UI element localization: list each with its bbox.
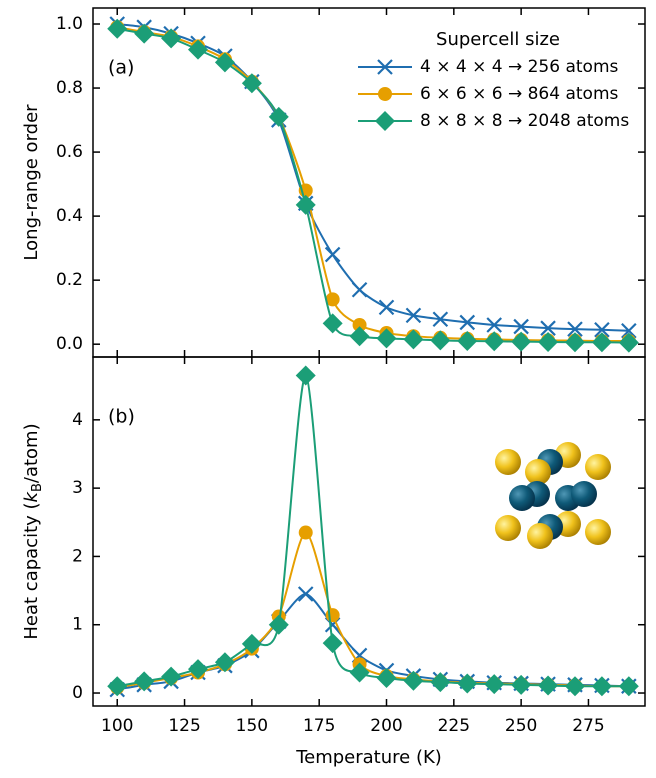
data-point: [351, 281, 368, 298]
data-point: [188, 39, 209, 60]
data-point: [564, 332, 585, 353]
data-point: [511, 331, 532, 352]
y-axis-label-part: B: [30, 483, 45, 492]
x-tick-label: 125: [168, 716, 200, 736]
legend-label: 6 × 6 × 6 → 864 atoms: [420, 84, 618, 104]
y-axis-label-part: Heat capacity (: [21, 502, 42, 639]
data-point: [322, 633, 343, 654]
data-point: [188, 659, 209, 680]
data-point: [459, 314, 476, 331]
data-point: [591, 332, 612, 353]
x-tick-label: 275: [572, 716, 604, 736]
data-point: [594, 322, 610, 338]
data-point: [513, 318, 529, 335]
structure-illustration: [495, 442, 611, 549]
data-point: [457, 673, 478, 694]
data-point: [295, 194, 316, 215]
data-point: [107, 676, 128, 697]
x-axis-label: Temperature (K): [295, 747, 442, 768]
x-tick-label: 250: [505, 716, 537, 736]
data-point: [295, 365, 316, 386]
data-point: [538, 675, 559, 696]
y-axis-label: Heat capacity (kB/atom): [21, 423, 45, 639]
y-tick-label: 0.4: [56, 206, 83, 226]
data-point: [297, 586, 314, 602]
y-axis-label: Long-range order: [21, 104, 42, 261]
legend-entry: 4 × 4 × 4 → 256 atoms: [358, 57, 618, 77]
y-tick-label: 1.0: [56, 14, 83, 34]
data-point: [621, 322, 637, 339]
data-point: [432, 311, 449, 327]
x-tick-label: 100: [101, 716, 133, 736]
y-tick-label: 0.6: [56, 142, 83, 162]
data-point: [403, 670, 424, 691]
data-point: [352, 317, 367, 332]
series-line: [117, 374, 629, 688]
data-point: [618, 332, 639, 353]
data-point: [378, 299, 395, 316]
data-point: [107, 18, 128, 39]
data-point: [403, 329, 424, 350]
data-point: [349, 662, 370, 683]
y-tick-label: 2: [72, 546, 83, 566]
data-point: [268, 614, 289, 635]
data-point: [430, 672, 451, 693]
legend-marker: [375, 111, 395, 131]
data-point: [376, 667, 397, 688]
data-point: [511, 674, 532, 695]
data-point: [484, 674, 505, 695]
legend-entry: 6 × 6 × 6 → 864 atoms: [358, 84, 618, 104]
data-point: [484, 331, 505, 352]
y-axis-label-part: /atom): [21, 423, 42, 483]
panel-label: (a): [108, 57, 134, 79]
data-point: [324, 246, 341, 263]
data-point: [161, 666, 182, 687]
y-tick-label: 0.0: [56, 334, 83, 354]
legend-title: Supercell size: [436, 29, 560, 50]
data-point: [376, 328, 397, 349]
data-point: [161, 28, 182, 49]
y-tick-label: 1: [72, 615, 83, 635]
panel-label: (b): [108, 406, 135, 428]
x-tick-label: 225: [438, 716, 470, 736]
x-tick-label: 200: [370, 716, 402, 736]
data-point: [298, 525, 313, 540]
data-point: [322, 313, 343, 334]
data-point: [538, 331, 559, 352]
data-point: [349, 326, 370, 347]
x-tick-label: 150: [236, 716, 268, 736]
data-point: [214, 52, 235, 73]
data-point: [134, 671, 155, 692]
legend-marker: [377, 59, 393, 75]
data-point: [457, 330, 478, 351]
data-point: [486, 317, 502, 333]
y-tick-label: 0: [72, 683, 83, 703]
data-point: [134, 23, 155, 44]
legend-marker: [378, 87, 392, 101]
data-point: [405, 307, 422, 324]
data-point: [241, 633, 262, 654]
data-point: [618, 676, 639, 697]
y-tick-label: 0.2: [56, 270, 83, 290]
x-tick-label: 175: [303, 716, 335, 736]
legend-label: 8 × 8 × 8 → 2048 atoms: [420, 111, 629, 131]
data-point: [430, 330, 451, 351]
y-axis-label-part: k: [21, 490, 42, 502]
y-tick-label: 4: [72, 410, 83, 430]
legend-entry: 8 × 8 × 8 → 2048 atoms: [358, 111, 629, 131]
data-point: [591, 676, 612, 697]
data-point: [564, 676, 585, 697]
legend-label: 4 × 4 × 4 → 256 atoms: [420, 57, 618, 77]
data-point: [325, 608, 340, 623]
data-point: [268, 106, 289, 127]
data-point: [567, 321, 583, 337]
y-tick-label: 0.8: [56, 78, 83, 98]
data-point: [214, 652, 235, 673]
plot-frame: [92, 356, 646, 707]
y-tick-label: 3: [72, 478, 83, 498]
data-point: [325, 292, 340, 307]
data-point: [540, 320, 556, 336]
data-point: [241, 73, 262, 94]
